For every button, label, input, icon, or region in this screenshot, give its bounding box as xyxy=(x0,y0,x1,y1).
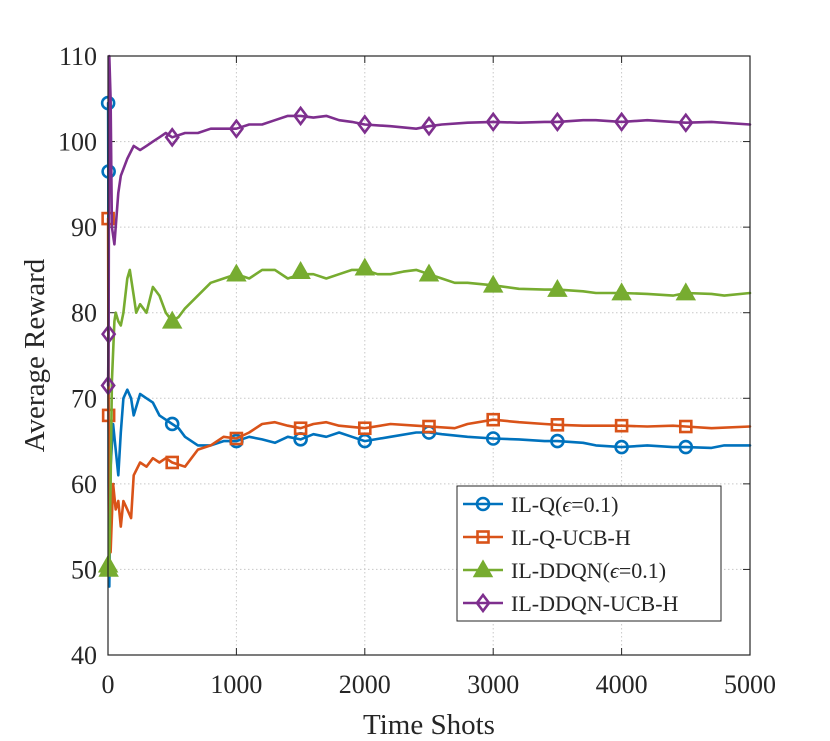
series-line-il-q-0-1 xyxy=(106,101,752,588)
legend-label-text: IL-Q( xyxy=(511,492,562,517)
data-point-il-q-0-1 xyxy=(164,416,180,432)
legend-item-il-q-ucb-h: IL-Q-UCB-H xyxy=(463,525,631,550)
data-point-il-q-0-1 xyxy=(678,439,694,455)
data-point-il-q-ucb-h xyxy=(101,408,116,423)
grid-layer xyxy=(108,56,750,655)
data-point-il-ddqn-ucb-h xyxy=(101,323,117,345)
data-point-il-q-ucb-h xyxy=(165,455,179,470)
y-tick-label: 90 xyxy=(71,213,97,242)
data-point-il-q-ucb-h xyxy=(293,421,308,436)
legend-label-symbol: ϵ xyxy=(610,558,620,583)
x-axis-label: Time Shots xyxy=(363,709,495,741)
legend-label: IL-DDQN(ϵ=0.1) xyxy=(511,558,666,583)
data-point-il-ddqn-ucb-h xyxy=(421,116,437,137)
data-point-il-ddqn-0-1 xyxy=(354,257,376,276)
y-tick-label: 100 xyxy=(58,128,97,157)
series-line-il-q-ucb-h xyxy=(106,217,752,554)
legend-label: IL-Q-UCB-H xyxy=(511,525,631,550)
data-point-il-ddqn-ucb-h xyxy=(549,111,566,133)
y-axis-label: Average Reward xyxy=(19,258,51,452)
data-point-il-ddqn-0-1 xyxy=(547,278,568,297)
data-point-il-ddqn-ucb-h xyxy=(164,127,180,148)
data-point-il-q-ucb-h xyxy=(229,431,244,446)
data-point-il-ddqn-ucb-h xyxy=(292,105,309,127)
data-point-il-ddqn-0-1 xyxy=(482,274,504,293)
data-point-il-ddqn-0-1 xyxy=(290,261,311,279)
legend-marker xyxy=(472,559,494,578)
legend-label-symbol: ϵ xyxy=(562,492,572,517)
legend-label: IL-DDQN-UCB-H xyxy=(511,591,679,616)
legend-item-il-ddqn-ucb-h: IL-DDQN-UCB-H xyxy=(463,591,679,616)
x-tick-label: 0 xyxy=(102,670,115,699)
y-tick-label: 70 xyxy=(71,384,97,413)
data-point-il-ddqn-ucb-h xyxy=(678,112,694,133)
data-point-il-ddqn-ucb-h xyxy=(228,118,245,139)
data-point-il-q-ucb-h xyxy=(614,418,629,433)
legend-label-suffix: =0.1) xyxy=(571,492,618,517)
y-tick-label: 110 xyxy=(59,42,97,71)
legend-marker xyxy=(475,496,491,512)
plot-frame xyxy=(107,55,751,656)
series-line-il-ddqn-ucb-h xyxy=(106,54,752,387)
legend-marker xyxy=(476,530,490,544)
y-tick-label: 80 xyxy=(71,299,97,328)
legend-box xyxy=(456,485,722,622)
x-tick-label: 4000 xyxy=(596,670,648,699)
x-tick-label: 2000 xyxy=(339,670,391,699)
data-point-il-q-0-1 xyxy=(485,431,501,446)
data-point-il-ddqn-ucb-h xyxy=(357,114,373,135)
legend-marker xyxy=(475,592,491,614)
data-point-il-q-ucb-h xyxy=(357,421,372,436)
data-point-il-q-ucb-h xyxy=(678,419,693,434)
data-point-il-ddqn-0-1 xyxy=(675,282,697,301)
y-tick-label: 50 xyxy=(71,555,97,584)
ticks-layer: 0 1000 2000 3000 4000 5000 40 50 60 70 80 90 100 110 xyxy=(58,42,776,699)
data-point-il-q-ucb-h xyxy=(550,418,565,432)
legend-label: IL-Q(ϵ=0.1) xyxy=(511,492,618,517)
data-point-il-q-ucb-h xyxy=(422,419,436,434)
data-point-il-ddqn-0-1 xyxy=(611,282,632,301)
x-tick-label: 1000 xyxy=(210,670,262,699)
data-point-il-ddqn-0-1 xyxy=(226,263,247,282)
legend-label-text: IL-Q-UCB-H xyxy=(511,525,631,550)
legend-item-il-q-0-1: IL-Q(ϵ=0.1) xyxy=(463,492,618,517)
data-point-il-ddqn-0-1 xyxy=(161,310,183,329)
data-point-il-ddqn-ucb-h xyxy=(485,111,501,133)
legend-item-il-ddqn-0-1: IL-DDQN(ϵ=0.1) xyxy=(463,558,666,583)
data-point-il-q-0-1 xyxy=(357,433,373,449)
legend-label-suffix: =0.1) xyxy=(619,558,666,583)
data-point-il-q-0-1 xyxy=(614,439,629,455)
series-il-q-ucb-h xyxy=(101,211,752,554)
data-point-il-ddqn-ucb-h xyxy=(613,111,630,133)
data-point-il-q-0-1 xyxy=(550,433,565,449)
y-tick-label: 60 xyxy=(71,470,97,499)
legend: IL-Q(ϵ=0.1)IL-Q-UCB-HIL-DDQN(ϵ=0.1)IL-DD… xyxy=(456,485,722,622)
data-point-il-ddqn-0-1 xyxy=(98,558,119,577)
series-il-ddqn-ucb-h xyxy=(100,54,752,396)
x-tick-label: 5000 xyxy=(724,670,776,699)
y-tick-label: 40 xyxy=(71,641,97,670)
legend-label-text: IL-DDQN( xyxy=(511,558,610,583)
x-tick-label: 3000 xyxy=(467,670,519,699)
data-point-il-ddqn-0-1 xyxy=(418,263,440,282)
data-point-il-q-ucb-h xyxy=(486,412,501,427)
legend-label-text: IL-DDQN-UCB-H xyxy=(511,591,679,616)
